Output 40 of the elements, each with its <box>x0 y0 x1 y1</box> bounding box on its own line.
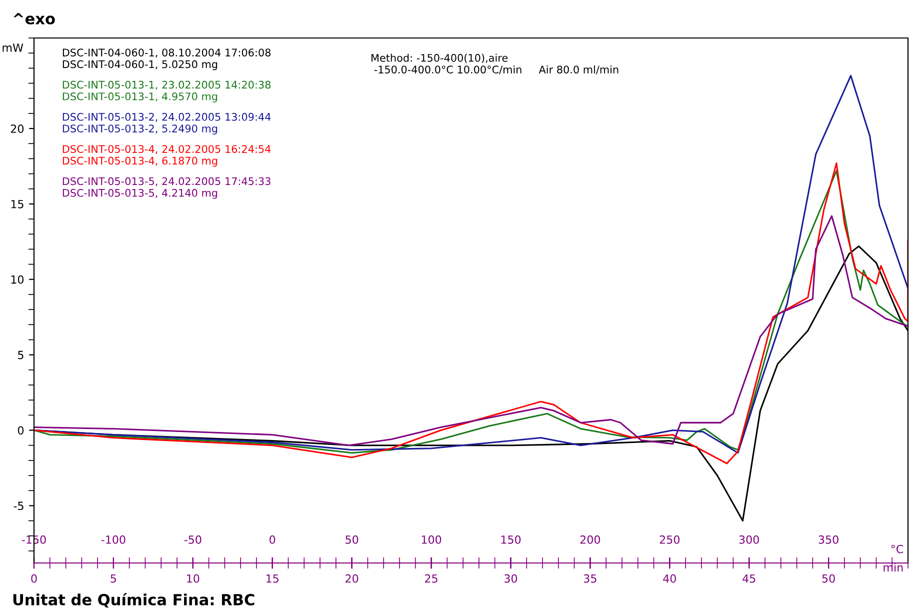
line-series <box>34 74 908 454</box>
x2-tick-label: 50 <box>822 574 835 583</box>
y-tick-label: 15 <box>11 200 24 208</box>
x2-tick-label: 30 <box>504 574 518 583</box>
line-series <box>34 215 908 446</box>
x2-tick-label: 20 <box>346 574 358 583</box>
x2-tick-label: 35 <box>584 574 596 583</box>
x-tick-label: 0 <box>270 535 276 544</box>
x-tick-label: 100 <box>422 535 442 544</box>
x2-tick-label: 5 <box>110 574 116 583</box>
x-tick-label: 50 <box>346 535 358 544</box>
x2-tick-label: 0 <box>31 574 37 583</box>
x2-axis-title: min <box>884 563 903 572</box>
x-axis-title: °C <box>891 544 904 554</box>
y-tick-label: 0 <box>18 426 24 435</box>
text: DSC-INT-05-013-2, 24.02.2005 13:09:44 DSC-INT-05-013-2, 5.2490 mg <box>62 112 271 134</box>
annotation: Method: -150-400(10),aire -150.0-400.0°C 10.00°C/min Air 80.0 ml/min <box>372 54 618 74</box>
y-axis-title: mW <box>2 44 24 52</box>
x-tick-label: 150 <box>501 535 521 544</box>
text: DSC-INT-05-013-5, 24.02.2005 17:45:33 DSC-INT-05-013-5, 4.2140 mg <box>62 177 270 199</box>
x-tick-label: -100 <box>101 535 126 544</box>
y-tick-label: 5 <box>18 350 24 360</box>
text: DSC-INT-04-060-1, 08.10.2004 17:06:08 DSC-INT-04-060-1, 5.0250 mg <box>62 48 271 70</box>
x-tick-label: 350 <box>818 535 838 544</box>
chart-title: ^exo <box>14 13 55 24</box>
x2-tick-label: 40 <box>663 574 676 583</box>
text: DSC-INT-05-013-4, 24.02.2005 16:24:54 DSC-INT-05-013-4, 6.1870 mg <box>62 145 271 167</box>
x2-tick-label: 15 <box>266 574 278 583</box>
text: Unitat de Química Fina: RBC <box>13 592 254 608</box>
y-tick-label: 20 <box>10 124 24 133</box>
x-tick-label: -50 <box>184 535 202 544</box>
x-tick-label: 300 <box>739 535 759 544</box>
x-tick-label: 200 <box>580 535 600 544</box>
x2-tick-label: 10 <box>187 574 200 583</box>
x2-tick-label: 45 <box>742 574 756 583</box>
text: DSC-INT-05-013-1, 23.02.2005 14:20:38 DSC-INT-05-013-1, 4.9570 mg <box>62 80 271 102</box>
y-tick-label: 10 <box>11 275 24 284</box>
x2-tick-label: 25 <box>425 574 438 583</box>
x-tick-label: 250 <box>660 535 680 544</box>
y-tick-label: -5 <box>14 502 24 510</box>
